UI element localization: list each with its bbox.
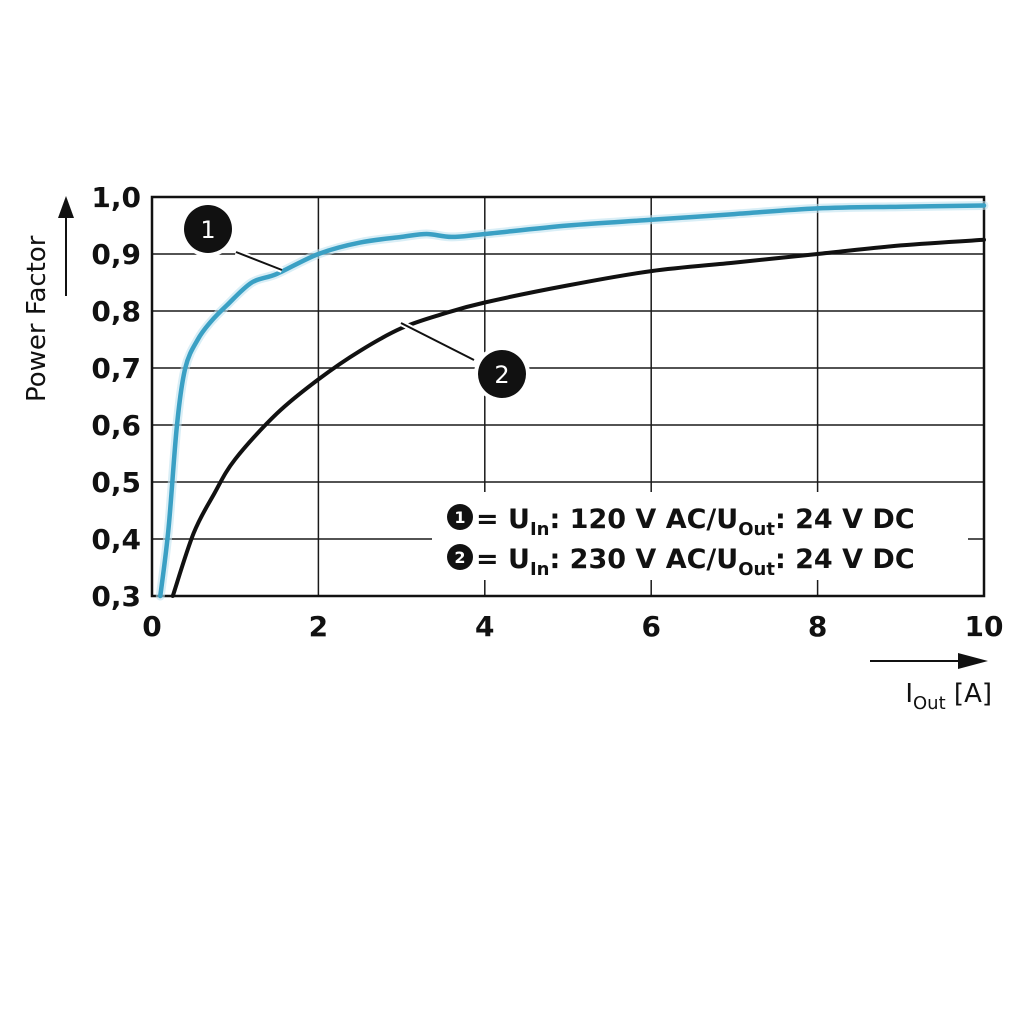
y-tick-label: 0,7	[91, 352, 141, 385]
x-tick-label: 2	[309, 610, 328, 643]
y-tick-label: 0,6	[91, 409, 141, 442]
series-lines	[155, 201, 989, 601]
x-tick-label: 10	[965, 610, 1004, 643]
legend: 1 = UIn: 120 V AC/UOut: 24 V DC 2 = UIn: …	[432, 492, 968, 580]
y-axis-title-group: Power Factor	[22, 196, 74, 402]
y-axis-title: Power Factor	[22, 235, 52, 402]
callout-1-leader	[235, 251, 283, 271]
legend-badge-2	[447, 544, 473, 570]
legend-entry-2: = UIn: 230 V AC/UOut: 24 V DC	[476, 544, 915, 580]
y-tick-label: 0,4	[91, 523, 141, 556]
legend-badge-label: 1	[454, 508, 465, 527]
plot-frame	[150, 195, 986, 598]
x-tick-label: 8	[808, 610, 827, 643]
x-tick-label: 6	[641, 610, 660, 643]
x-axis-arrow-icon	[958, 653, 988, 669]
legend-box	[432, 492, 968, 580]
y-tick-label: 0,5	[91, 466, 141, 499]
y-tick-label: 0,8	[91, 295, 141, 328]
tick-labels: 0 2 4 6 8 10 0,3 0,4 0,5 0,6 0,7 0,8 0,9 1,0	[91, 181, 1003, 643]
callout-1-badge	[184, 205, 232, 253]
legend-entry-1: = UIn: 120 V AC/UOut: 24 V DC	[476, 504, 915, 540]
x-tick-label: 0	[142, 610, 161, 643]
x-axis-title: IOut [A]	[905, 679, 992, 714]
legend-badge-1	[447, 504, 473, 530]
y-tick-label: 1,0	[91, 181, 141, 214]
legend-badge-label: 2	[454, 548, 465, 567]
series-2-line	[170, 237, 986, 598]
x-tick-label: 4	[475, 610, 494, 643]
callout-2-leader	[400, 322, 475, 361]
callout-1-label: 1	[200, 216, 215, 244]
callout-2-badge	[478, 350, 526, 398]
y-axis-arrow-icon	[58, 196, 74, 218]
y-tick-label: 0,9	[91, 238, 141, 271]
x-axis-title-group: IOut [A]	[870, 653, 992, 714]
y-tick-label: 0,3	[91, 580, 141, 613]
series-1-line	[158, 203, 987, 599]
callout-2-label: 2	[494, 361, 509, 389]
grid	[150, 195, 986, 598]
callouts: 12	[180, 201, 530, 402]
